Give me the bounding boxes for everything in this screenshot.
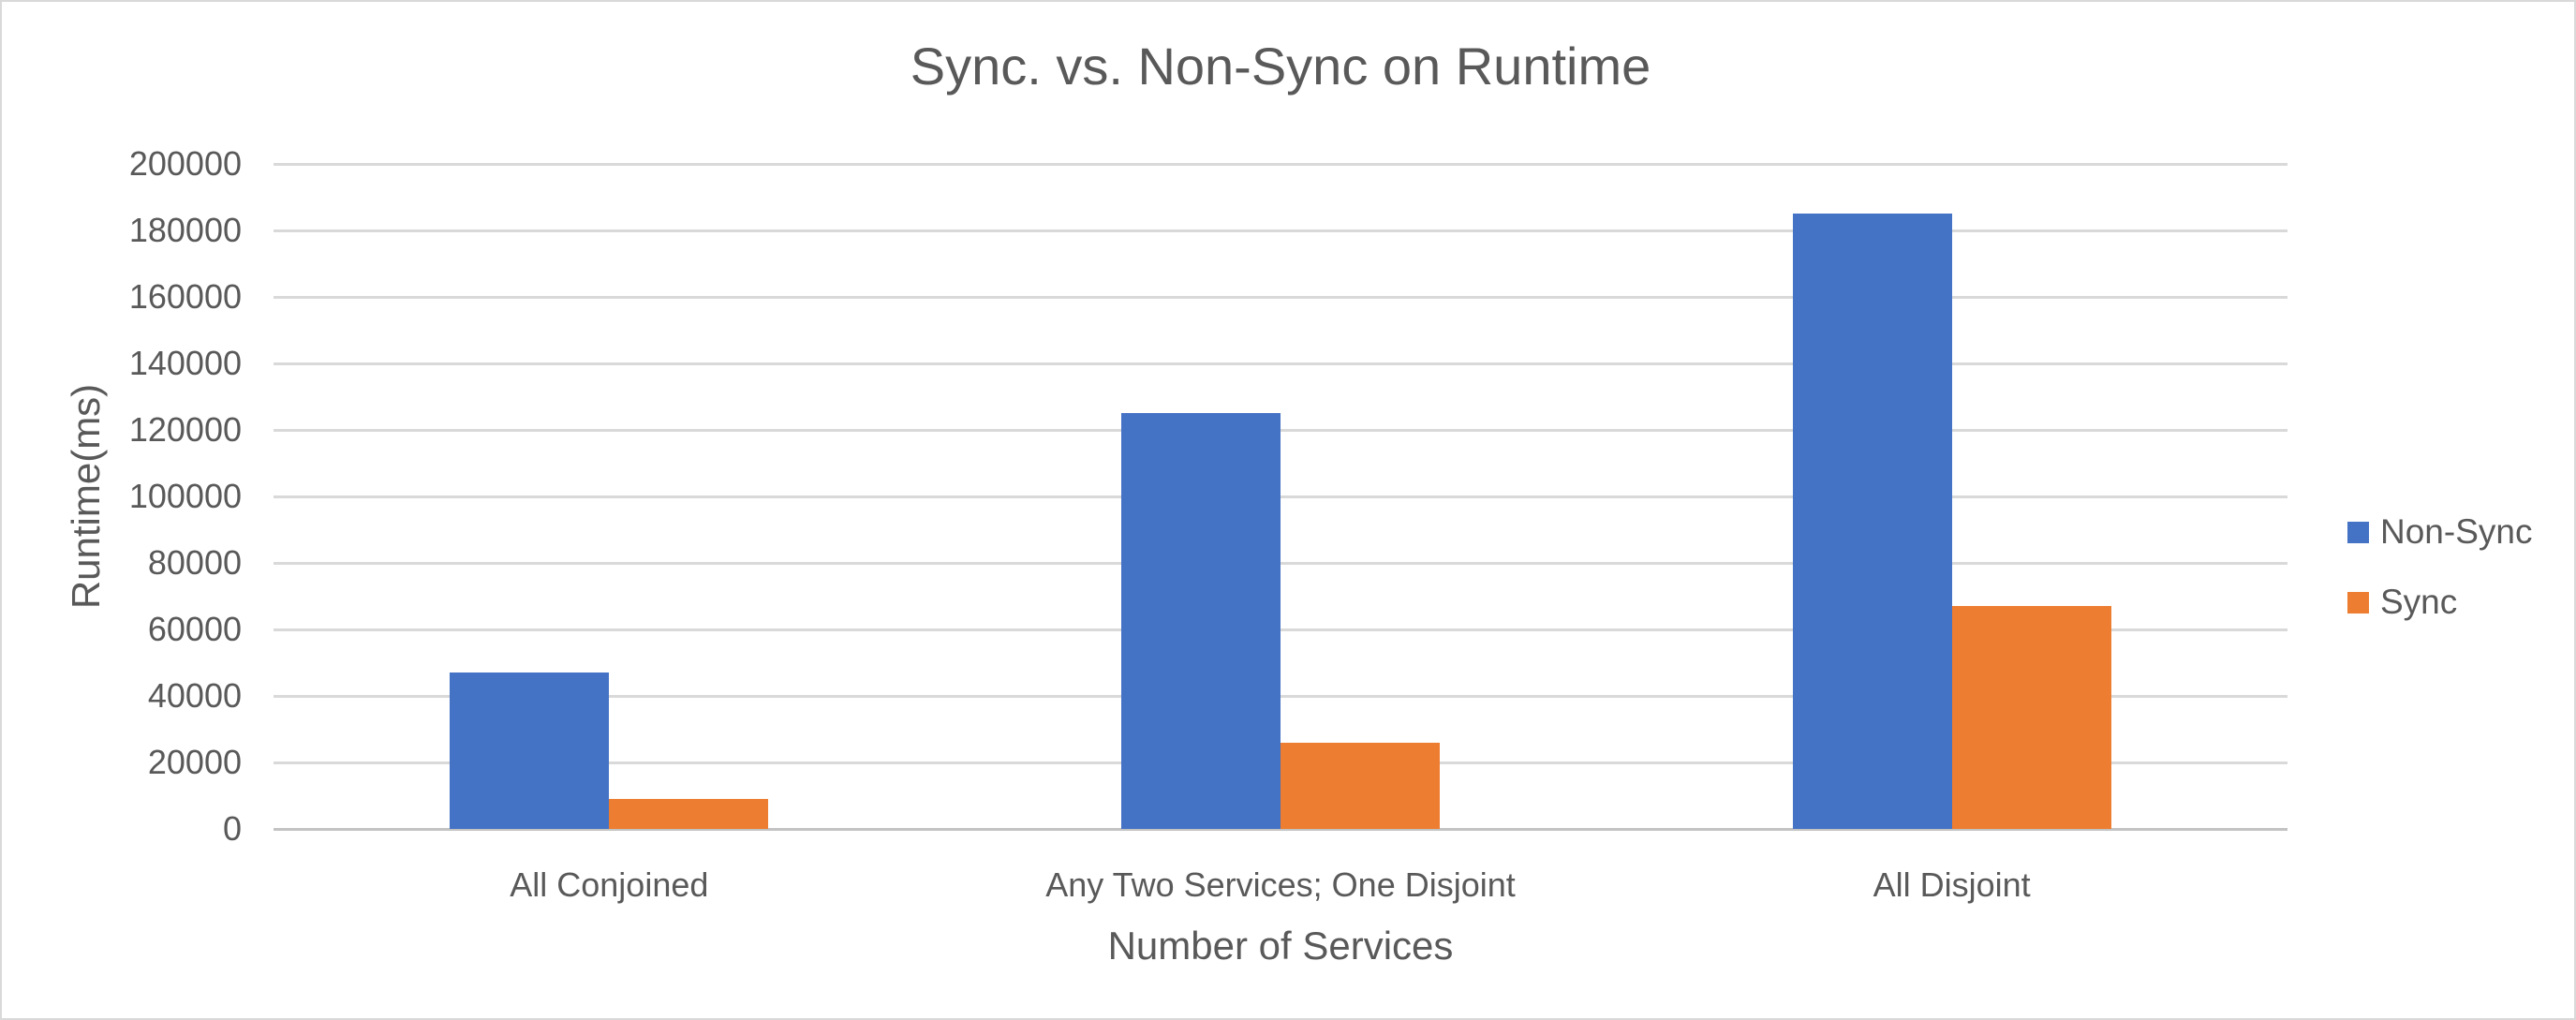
gridline (274, 562, 2287, 565)
legend-swatch-non-sync-icon (2347, 521, 2369, 543)
y-tick-label: 180000 (128, 211, 242, 249)
bar-sync-any-two-services-one-disjoint (1281, 742, 1440, 829)
y-tick-label: 80000 (147, 543, 242, 582)
legend-entry-sync: Sync (2347, 582, 2532, 623)
gridline (274, 296, 2287, 299)
legend-label-sync: Sync (2380, 583, 2458, 621)
gridline (274, 429, 2287, 432)
x-axis-line (274, 828, 2287, 831)
x-axis-title: Number of Services (1107, 924, 1454, 968)
bar-sync-all-conjoined (609, 799, 769, 829)
y-tick-label: 160000 (128, 277, 242, 316)
bar-non-sync-all-disjoint (1792, 214, 1952, 829)
chart-title: Sync. vs. Non-Sync on Runtime (910, 37, 1651, 96)
y-tick-label: 20000 (147, 743, 242, 781)
y-tick-label: 0 (222, 809, 242, 848)
bar-sync-all-disjoint (1951, 606, 2111, 829)
y-tick-label: 40000 (147, 676, 242, 715)
y-tick-label: 100000 (128, 477, 242, 515)
y-tick-label: 60000 (147, 610, 242, 648)
gridline (274, 362, 2287, 365)
gridline (274, 495, 2287, 498)
x-category-label-all-disjoint: All Disjoint (1873, 865, 2031, 904)
legend-swatch-sync-icon (2347, 591, 2369, 613)
gridline (274, 229, 2287, 232)
gridline (274, 163, 2287, 166)
y-tick-label: 120000 (128, 410, 242, 449)
legend: Non-Sync Sync (2347, 511, 2532, 652)
x-category-label-any-two-services-one-disjoint: Any Two Services; One Disjoint (1045, 865, 1516, 904)
y-tick-label: 200000 (128, 144, 242, 183)
bar-non-sync-all-conjoined (450, 673, 610, 829)
gridline (274, 628, 2287, 631)
plot-area (274, 163, 2287, 831)
gridline (274, 695, 2287, 698)
legend-label-non-sync: Non-Sync (2380, 512, 2533, 551)
legend-entry-non-sync: Non-Sync (2347, 511, 2532, 553)
y-tick-label: 140000 (128, 344, 242, 382)
bar-non-sync-any-two-services-one-disjoint (1121, 413, 1281, 829)
x-category-label-all-conjoined: All Conjoined (510, 865, 709, 904)
